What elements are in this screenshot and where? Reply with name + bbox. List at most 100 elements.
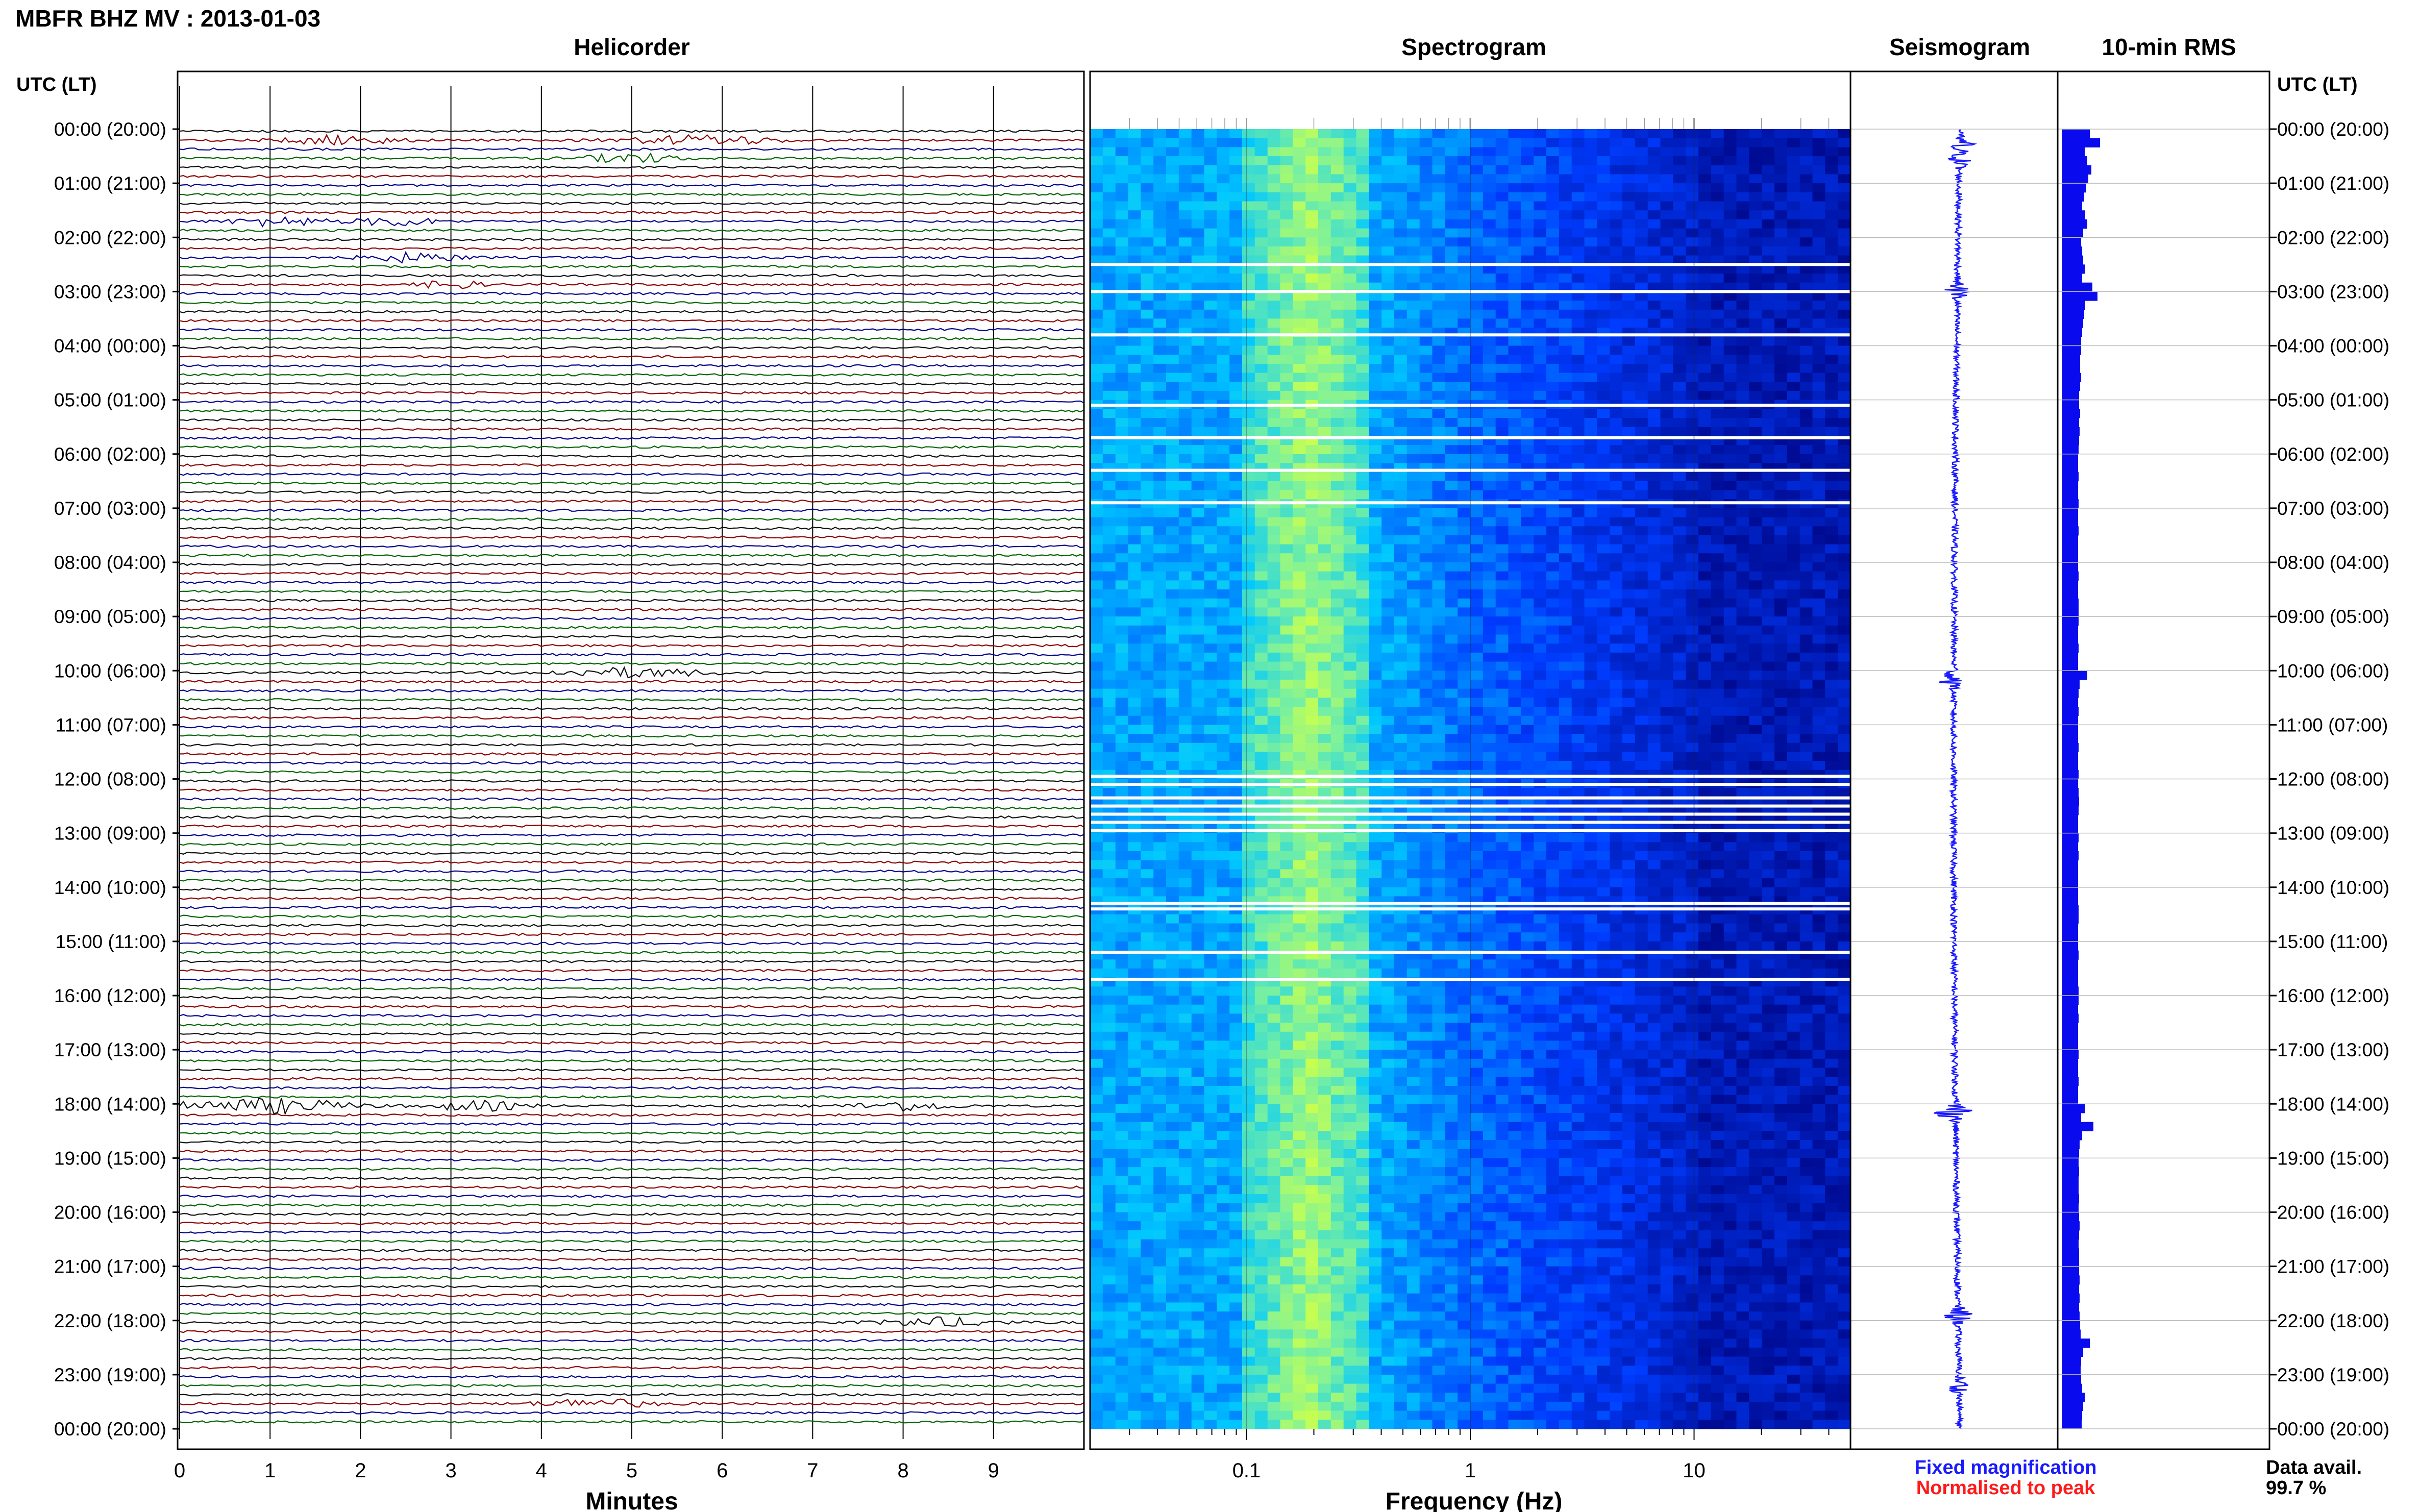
spectrogram-cell <box>1330 986 1344 996</box>
spectrogram-cell <box>1229 192 1243 202</box>
spectrogram-cell <box>1242 1302 1255 1312</box>
spectrogram-cell <box>1305 1410 1319 1420</box>
spectrogram-cell <box>1191 508 1205 518</box>
spectrogram-cell <box>1141 598 1154 608</box>
spectrogram-cell <box>1191 1176 1205 1186</box>
spectrogram-cell <box>1406 1140 1420 1150</box>
spectrogram-cell <box>1458 490 1471 500</box>
spectrogram-cell <box>1204 427 1217 436</box>
spectrogram-cell <box>1254 878 1268 888</box>
spectrogram-cell <box>1508 1374 1521 1384</box>
spectrogram-cell <box>1115 688 1129 698</box>
spectrogram-cell <box>1141 301 1154 310</box>
spectrogram-cell <box>1166 544 1179 554</box>
spectrogram-cell <box>1128 715 1141 725</box>
spectrogram-cell <box>1318 824 1331 834</box>
spectrogram-cell <box>1153 589 1167 599</box>
spectrogram-cell <box>1419 968 1433 978</box>
spectrogram-cell <box>1419 156 1433 166</box>
spectrogram-cell <box>1166 1112 1179 1123</box>
spectrogram-cell <box>1217 589 1230 599</box>
spectrogram-cell <box>1419 932 1433 942</box>
spectrogram-cell <box>1394 932 1408 942</box>
spectrogram-cell <box>1305 1095 1319 1104</box>
spectrogram-cell <box>1191 264 1205 274</box>
spectrogram-cell <box>1178 427 1192 436</box>
spectrogram-cell <box>1470 1104 1484 1113</box>
spectrogram-cell <box>1242 770 1255 780</box>
spectrogram-cell <box>1254 246 1268 256</box>
spectrogram-cell <box>1153 661 1167 671</box>
spectrogram-cell <box>1458 1410 1471 1420</box>
spectrogram-cell <box>1293 418 1306 428</box>
spectrogram-cell <box>1495 688 1509 698</box>
spectrogram-cell <box>1254 1058 1268 1069</box>
spectrogram-cell <box>1458 1347 1471 1357</box>
spectrogram-cell <box>1191 363 1205 374</box>
spectrogram-cell <box>1267 833 1281 842</box>
spectrogram-cell <box>1445 887 1458 897</box>
spectrogram-cell <box>1153 427 1167 436</box>
spectrogram-cell <box>1217 1311 1230 1321</box>
spectrogram-cell <box>1394 409 1408 418</box>
spectrogram-cell <box>1217 1347 1230 1357</box>
spectrogram-cell <box>1191 1284 1205 1294</box>
spectrogram-cell <box>1508 914 1521 924</box>
spectrogram-cell <box>1508 968 1521 978</box>
spectrogram-cell <box>1102 129 1116 139</box>
spectrogram-cell <box>1267 174 1281 184</box>
spectrogram-cell <box>1369 445 1382 455</box>
spectrogram-cell <box>1495 1347 1509 1357</box>
spectrogram-cell <box>1090 147 1103 157</box>
spectrogram-cell <box>1204 1031 1217 1042</box>
spectrogram-cell <box>1394 427 1408 436</box>
spectrogram-cell <box>1521 833 1534 842</box>
spectrogram-cell <box>1394 1167 1408 1177</box>
spectrogram-cell <box>1381 1167 1395 1177</box>
spectrogram-cell <box>1280 770 1293 780</box>
spectrogram-cell <box>1419 679 1433 689</box>
spectrogram-cell <box>1229 138 1243 147</box>
spectrogram-cell <box>1166 1302 1179 1312</box>
spectrogram-cell <box>1204 183 1217 193</box>
spectrogram-cell <box>1178 291 1192 301</box>
spectrogram-cell <box>1445 255 1458 265</box>
spectrogram-cell <box>1115 571 1129 581</box>
spectrogram-cell <box>1128 671 1141 680</box>
spectrogram-cell <box>1090 1131 1103 1141</box>
spectrogram-cell <box>1495 517 1509 527</box>
spectrogram-cell <box>1406 833 1420 842</box>
spectrogram-cell <box>1470 742 1484 753</box>
spectrogram-cell <box>1445 941 1458 951</box>
spectrogram-cell <box>1217 1320 1230 1330</box>
spectrogram-cell <box>1445 1185 1458 1195</box>
spectrogram-cell <box>1102 1077 1116 1086</box>
spectrogram-cell <box>1483 715 1496 725</box>
spectrogram-cell <box>1483 1185 1496 1195</box>
spectrogram-cell <box>1153 165 1167 175</box>
spectrogram-cell <box>1191 219 1205 229</box>
spectrogram-cell <box>1394 508 1408 518</box>
spectrogram-cell <box>1128 1339 1141 1348</box>
spectrogram-cell <box>1406 1122 1420 1131</box>
spectrogram-cell <box>1178 761 1192 771</box>
spectrogram-cell <box>1254 517 1268 527</box>
spectrogram-cell <box>1432 1257 1445 1267</box>
spectrogram-cell <box>1369 679 1382 689</box>
spectrogram-cell <box>1267 445 1281 455</box>
spectrogram-cell <box>1356 544 1369 554</box>
spectrogram-cell <box>1254 1302 1268 1312</box>
spectrogram-cell <box>1483 634 1496 644</box>
spectrogram-cell <box>1293 1266 1306 1276</box>
spectrogram-cell <box>1330 1212 1344 1222</box>
spectrogram-cell <box>1381 986 1395 996</box>
spectrogram-cell <box>1305 1266 1319 1276</box>
spectrogram-cell <box>1318 255 1331 265</box>
spectrogram-cell <box>1166 210 1179 220</box>
spectrogram-cell <box>1166 201 1179 211</box>
spectrogram-cell <box>1458 1401 1471 1411</box>
spectrogram-cell <box>1102 1293 1116 1303</box>
spectrogram-cell <box>1470 427 1484 436</box>
spectrogram-cell <box>1141 418 1154 428</box>
spectrogram-cell <box>1254 996 1268 1005</box>
